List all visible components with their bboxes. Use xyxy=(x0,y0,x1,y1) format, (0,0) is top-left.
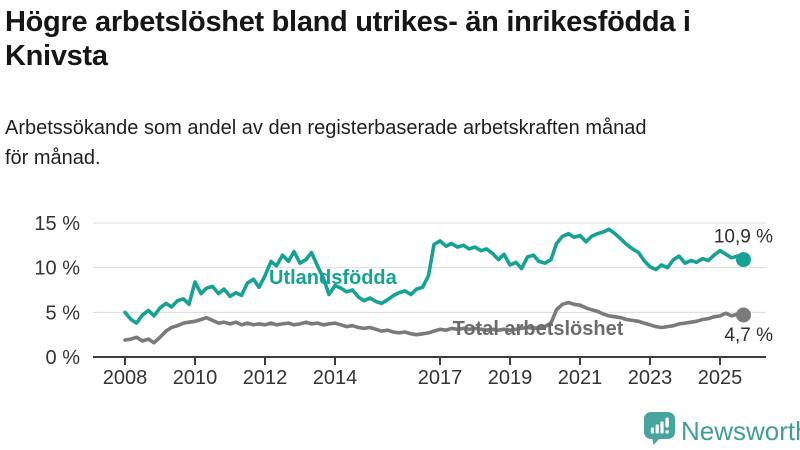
newsworthy-logo: Newsworthy xyxy=(644,412,800,448)
series-label-total-arbetsloshet: Total arbetslöshet xyxy=(453,318,624,340)
x-tick-label: 2025 xyxy=(698,367,743,389)
y-tick-label: 0 % xyxy=(46,347,81,369)
x-tick-label: 2019 xyxy=(488,367,533,389)
x-tick-label: 2012 xyxy=(243,367,288,389)
end-value-label-utlandsfodda: 10,9 % xyxy=(714,227,773,248)
x-tick-label: 2010 xyxy=(173,367,218,389)
series-label-utlandsfodda: Utlandsfödda xyxy=(269,267,398,289)
series-end-dot-total-arbetsloshet xyxy=(736,307,751,323)
x-tick-label: 2017 xyxy=(418,367,463,389)
series-line-utlandsfodda xyxy=(123,227,746,325)
chart-title: Högre arbetslöshet bland utrikes- än inr… xyxy=(5,6,691,72)
series-line-total-arbetsloshet xyxy=(123,300,746,345)
x-tick-label: 2023 xyxy=(628,367,673,389)
y-tick-label: 10 % xyxy=(34,258,80,280)
series-end-dot-utlandsfodda xyxy=(736,252,751,268)
end-value-label-total-arbetsloshet: 4,7 % xyxy=(724,325,773,346)
newsworthy-logo-icon xyxy=(644,412,675,445)
y-tick-label: 15 % xyxy=(34,213,80,235)
x-tick-label: 2014 xyxy=(313,367,358,389)
y-tick-label: 5 % xyxy=(46,302,81,324)
x-tick-label: 2008 xyxy=(103,367,148,389)
x-tick-label: 2021 xyxy=(558,367,603,389)
newsworthy-wordmark: Newsworthy xyxy=(681,416,800,446)
chart-subtitle: Arbetssökande som andel av den registerb… xyxy=(5,117,647,169)
